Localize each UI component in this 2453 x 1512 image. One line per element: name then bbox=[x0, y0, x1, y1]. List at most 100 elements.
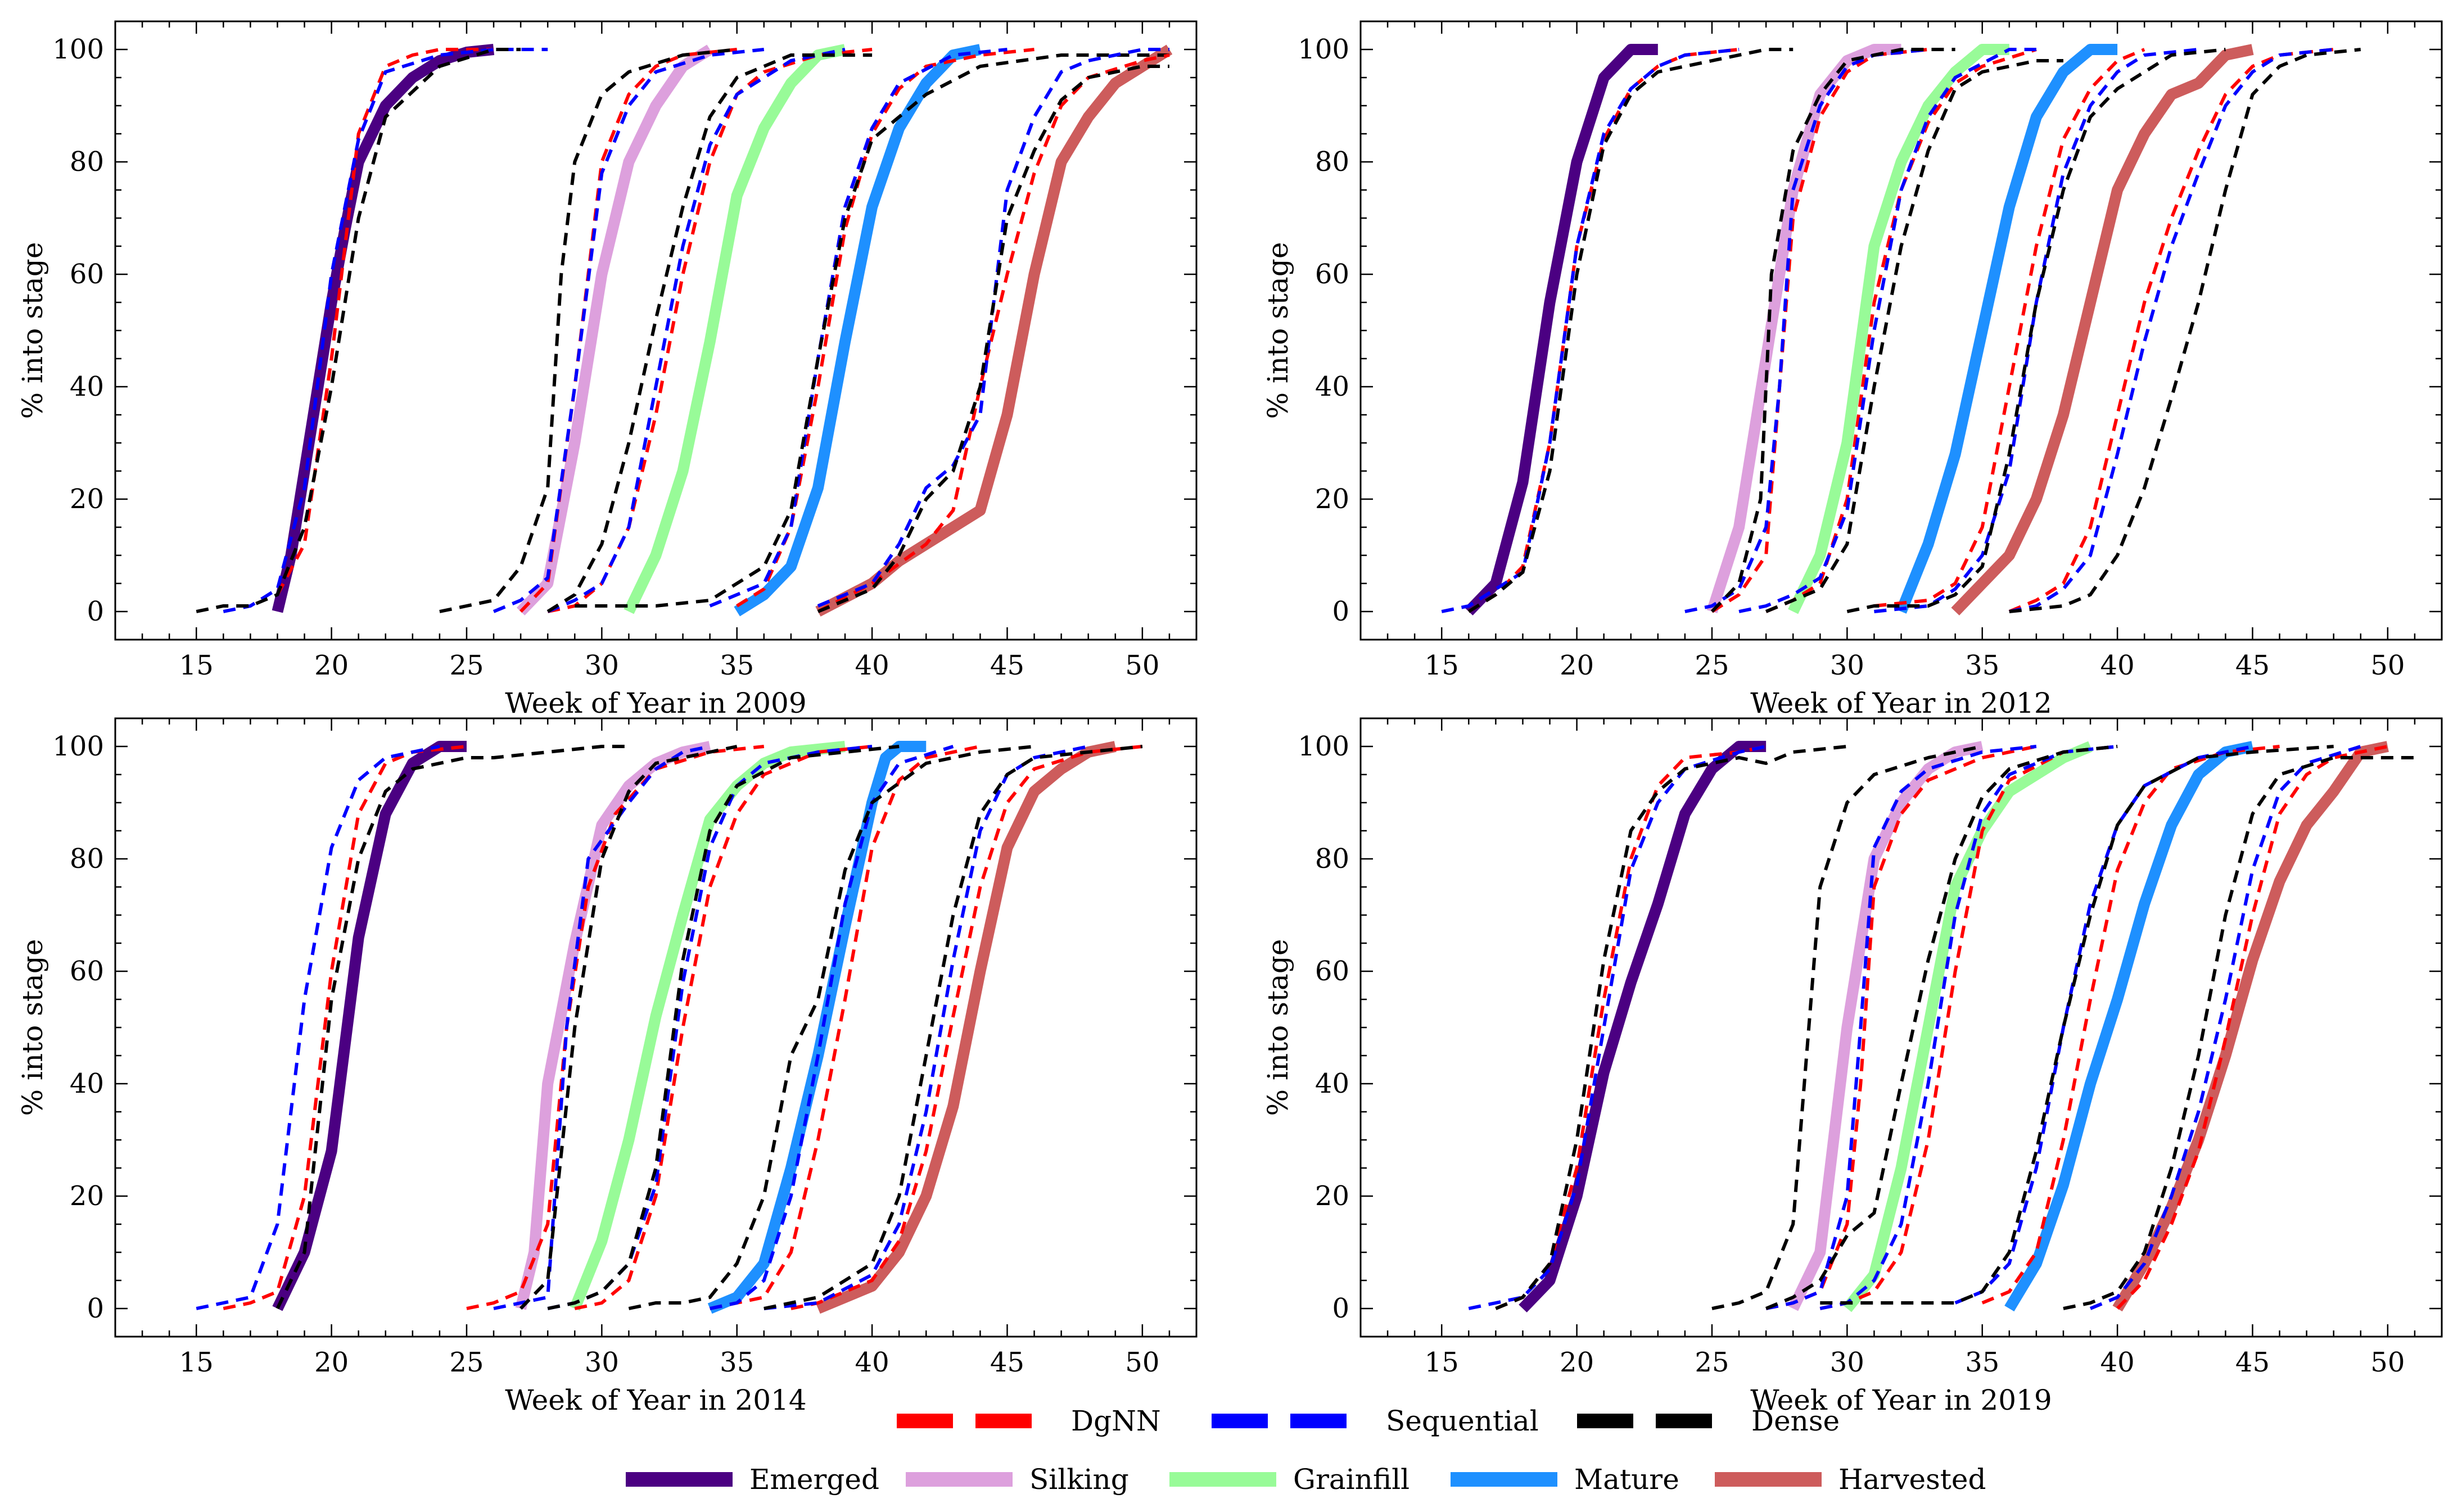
y-tick-label: 40 bbox=[70, 371, 104, 402]
line-observed-mature bbox=[2004, 741, 2254, 1312]
legend-label: Dense bbox=[1751, 1405, 1840, 1437]
x-tick-label: 30 bbox=[585, 650, 619, 681]
line-dense-mature bbox=[575, 53, 1169, 608]
line-dense-emerged bbox=[1467, 48, 1794, 613]
x-tick-label: 30 bbox=[585, 1347, 619, 1378]
line-dense-emerged bbox=[196, 48, 521, 613]
y-tick-label: 80 bbox=[70, 843, 104, 875]
line-observed-mature bbox=[707, 741, 927, 1314]
line-dense-emerged bbox=[275, 745, 629, 1310]
legend-label: Emerged bbox=[749, 1463, 879, 1496]
legend-item-dense: Dense bbox=[1577, 1405, 1840, 1437]
x-tick-label: 50 bbox=[1125, 650, 1159, 681]
line-observed-harvested bbox=[816, 741, 1117, 1314]
legend-item-harvested: Harvested bbox=[1715, 1463, 1986, 1496]
x-tick-label: 30 bbox=[1830, 650, 1864, 681]
line-dense-silking bbox=[439, 48, 738, 613]
legend-label: Silking bbox=[1029, 1463, 1129, 1496]
line-dgnn-mature bbox=[710, 745, 981, 1310]
x-tick-label: 50 bbox=[2370, 1347, 2405, 1378]
series-group bbox=[1468, 741, 2415, 1312]
x-tick-label: 20 bbox=[314, 650, 349, 681]
line-dense-harvested bbox=[2063, 756, 2415, 1310]
line-sequential-harvested bbox=[2089, 745, 2361, 1310]
legend-label: Grainfill bbox=[1293, 1463, 1410, 1496]
y-tick-label: 100 bbox=[1298, 34, 1349, 65]
series-group bbox=[1441, 44, 2361, 615]
line-dgnn-emerged bbox=[223, 745, 467, 1310]
y-tick-label: 100 bbox=[52, 34, 104, 65]
y-tick-label: 60 bbox=[70, 956, 104, 987]
line-sequential-harvested bbox=[817, 48, 1169, 608]
line-sequential-harvested bbox=[764, 745, 1089, 1310]
y-tick-label: 0 bbox=[87, 1293, 104, 1324]
legend-item-grainfill: Grainfill bbox=[1169, 1463, 1410, 1496]
x-tick-label: 40 bbox=[2100, 650, 2135, 681]
line-dense-harvested bbox=[2009, 48, 2361, 613]
legend-item-sequential: Sequential bbox=[1212, 1405, 1539, 1437]
line-dense-grainfill bbox=[547, 745, 900, 1310]
x-tick-label: 35 bbox=[1965, 650, 1999, 681]
line-dgnn-silking bbox=[1711, 48, 1928, 613]
x-tick-label: 40 bbox=[2100, 1347, 2135, 1378]
line-observed-silking bbox=[1788, 741, 1984, 1311]
legend-label: Sequential bbox=[1386, 1405, 1539, 1437]
x-tick-label: 35 bbox=[1965, 1347, 1999, 1378]
line-sequential-mature bbox=[710, 745, 954, 1310]
y-tick-label: 40 bbox=[1315, 1068, 1349, 1099]
y-tick-label: 60 bbox=[1315, 956, 1349, 987]
x-axis-label: Week of Year in 2009 bbox=[505, 687, 806, 719]
line-observed-grainfill bbox=[569, 741, 846, 1311]
x-tick-label: 15 bbox=[1425, 650, 1459, 681]
line-observed-grainfill bbox=[1788, 44, 2009, 614]
line-observed-emerged bbox=[272, 44, 495, 613]
line-dgnn-mature bbox=[1981, 745, 2280, 1305]
x-tick-label: 25 bbox=[449, 1347, 484, 1378]
line-observed-mature bbox=[1896, 44, 2118, 614]
line-dgnn-silking bbox=[466, 745, 765, 1310]
x-axis-label: Week of Year in 2014 bbox=[505, 1384, 806, 1416]
x-tick-label: 15 bbox=[179, 1347, 214, 1378]
line-dense-grainfill bbox=[1765, 59, 2063, 613]
legend-label: Harvested bbox=[1838, 1463, 1986, 1496]
line-sequential-grainfill bbox=[1738, 48, 2036, 613]
x-tick-label: 25 bbox=[449, 650, 484, 681]
line-sequential-silking bbox=[1684, 48, 1928, 613]
y-tick-label: 80 bbox=[1315, 146, 1349, 178]
legend-label: Mature bbox=[1574, 1463, 1679, 1496]
x-tick-label: 35 bbox=[720, 1347, 754, 1378]
line-observed-grainfill bbox=[624, 44, 847, 614]
x-axis-label: Week of Year in 2012 bbox=[1750, 687, 2052, 719]
x-tick-label: 15 bbox=[179, 650, 214, 681]
line-observed-silking bbox=[516, 44, 713, 615]
y-tick-label: 20 bbox=[70, 1180, 104, 1212]
line-sequential-emerged bbox=[223, 48, 548, 613]
line-dgnn-emerged bbox=[275, 48, 494, 596]
chart-panels: 15 20 25 30 35 40 45 50 0 20 40 60 80 100 Week of Year… bbox=[16, 20, 2443, 1416]
x-tick-label: 25 bbox=[1695, 1347, 1729, 1378]
x-tick-label: 15 bbox=[1425, 1347, 1459, 1378]
x-tick-label: 50 bbox=[2370, 650, 2405, 681]
line-sequential-silking bbox=[493, 745, 711, 1310]
line-dense-silking bbox=[1711, 745, 1983, 1310]
legend-label: DgNN bbox=[1071, 1405, 1161, 1437]
x-tick-label: 30 bbox=[1830, 1347, 1864, 1378]
chart-panel-1: 15 20 25 30 35 40 45 50 0 20 40 60 80 100 Week of Year… bbox=[1262, 20, 2443, 719]
chart-panel-0: 15 20 25 30 35 40 45 50 0 20 40 60 80 100 Week of Year… bbox=[16, 20, 1198, 719]
legend: DgNN Sequential Dense Emerged Silking Grainfi… bbox=[626, 1405, 1986, 1496]
line-observed-emerged bbox=[1465, 44, 1658, 615]
x-axis-label: Week of Year in 2019 bbox=[1750, 1384, 2052, 1416]
legend-item-dgnn: DgNN bbox=[897, 1405, 1161, 1437]
legend-item-silking: Silking bbox=[906, 1463, 1129, 1496]
line-sequential-emerged bbox=[1468, 745, 1767, 1310]
line-dense-harvested bbox=[764, 745, 1143, 1310]
x-tick-label: 45 bbox=[990, 650, 1024, 681]
line-dense-silking bbox=[1710, 48, 1955, 613]
x-tick-label: 50 bbox=[1125, 1347, 1159, 1378]
y-tick-label: 0 bbox=[87, 596, 104, 627]
line-dense-mature bbox=[1820, 745, 2334, 1305]
line-sequential-silking bbox=[1765, 745, 2037, 1310]
line-sequential-mature bbox=[1874, 48, 2199, 613]
line-observed-emerged bbox=[1519, 741, 1767, 1312]
chart-panel-3: 15 20 25 30 35 40 45 50 0 20 40 60 80 100 Week of Year… bbox=[1262, 717, 2443, 1416]
